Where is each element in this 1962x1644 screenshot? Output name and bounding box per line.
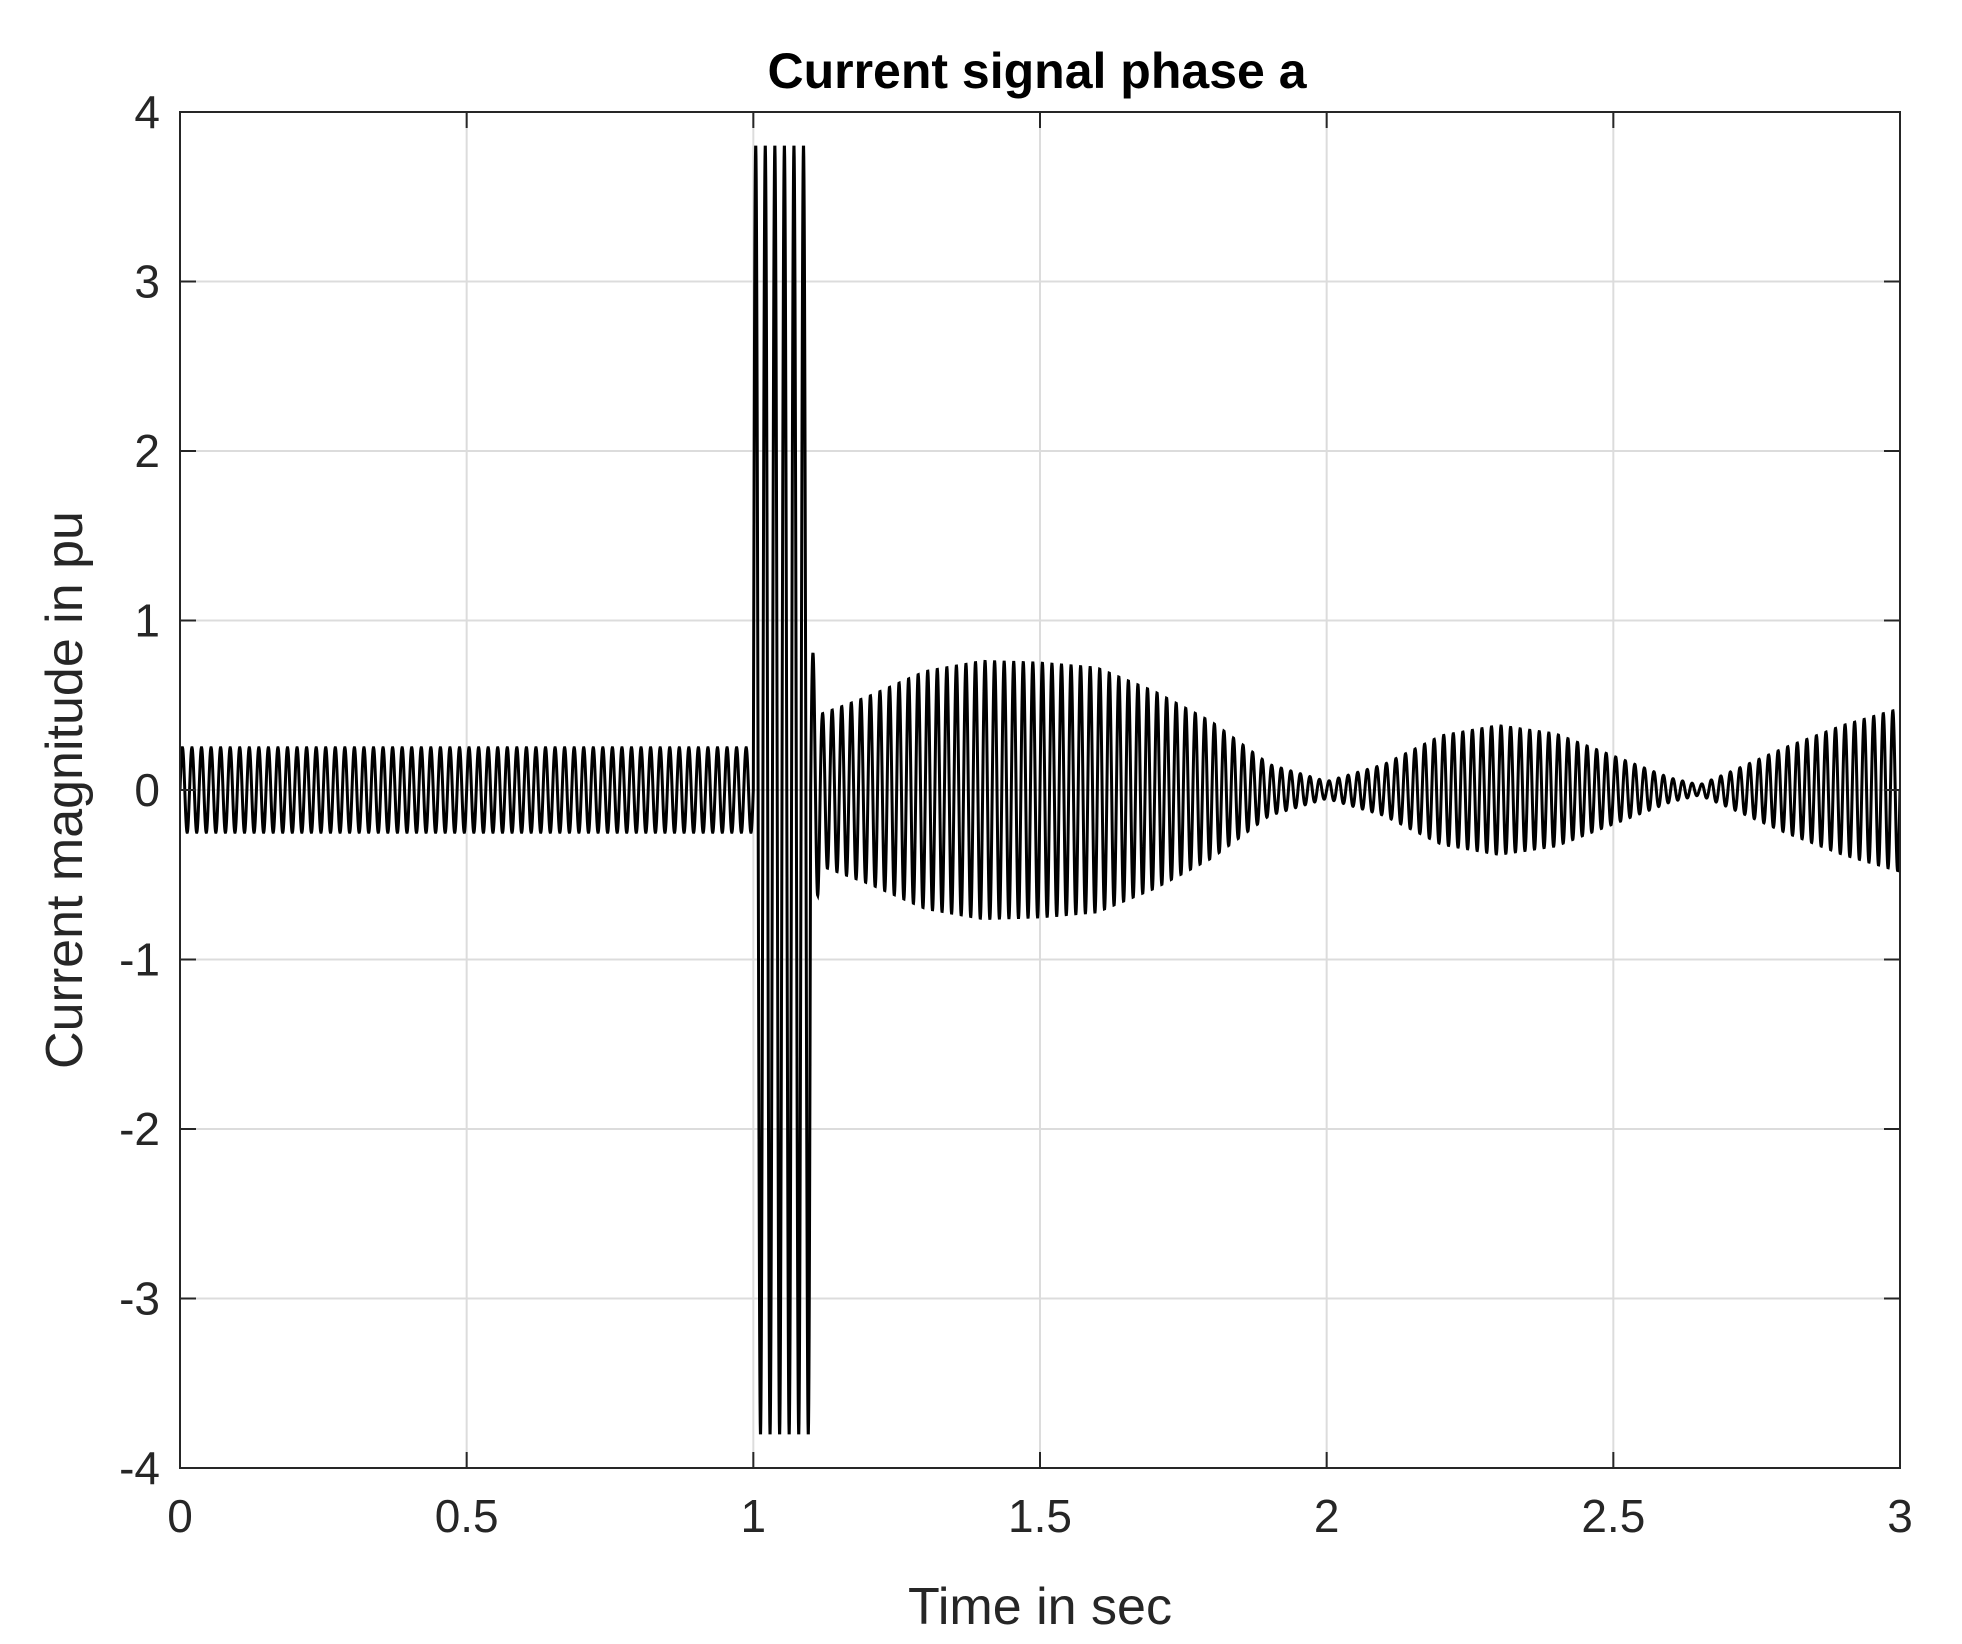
y-axis-tick-labels: -4 -3 -2 -1 0 1 2 3 4 — [119, 86, 160, 1494]
chart-title: Current signal phase a — [767, 43, 1307, 99]
x-tick-label: 2 — [1314, 1490, 1340, 1542]
y-tick-label: 1 — [134, 595, 160, 647]
x-tick-label: 1.5 — [1008, 1490, 1072, 1542]
x-tick-label: 1 — [741, 1490, 767, 1542]
plot-area — [180, 145, 1900, 1435]
y-tick-label: 4 — [134, 86, 160, 138]
y-tick-label: -3 — [119, 1273, 160, 1325]
y-tick-label: 0 — [134, 764, 160, 816]
x-tick-label: 3 — [1887, 1490, 1913, 1542]
y-axis-label: Current magnitude in pu — [36, 511, 94, 1069]
y-tick-label: -1 — [119, 934, 160, 986]
series-line-current — [180, 145, 1900, 1435]
y-tick-label: 2 — [134, 425, 160, 477]
x-axis-tick-labels: 0 0.5 1 1.5 2 2.5 3 — [167, 1490, 1913, 1542]
x-tick-label: 0 — [167, 1490, 193, 1542]
y-tick-label: -4 — [119, 1442, 160, 1494]
x-tick-label: 0.5 — [435, 1490, 499, 1542]
y-tick-label: 3 — [134, 256, 160, 308]
x-axis-label: Time in sec — [908, 1578, 1172, 1636]
y-tick-label: -2 — [119, 1103, 160, 1155]
axis-ticks — [179, 111, 1901, 1469]
x-tick-label: 2.5 — [1581, 1490, 1645, 1542]
